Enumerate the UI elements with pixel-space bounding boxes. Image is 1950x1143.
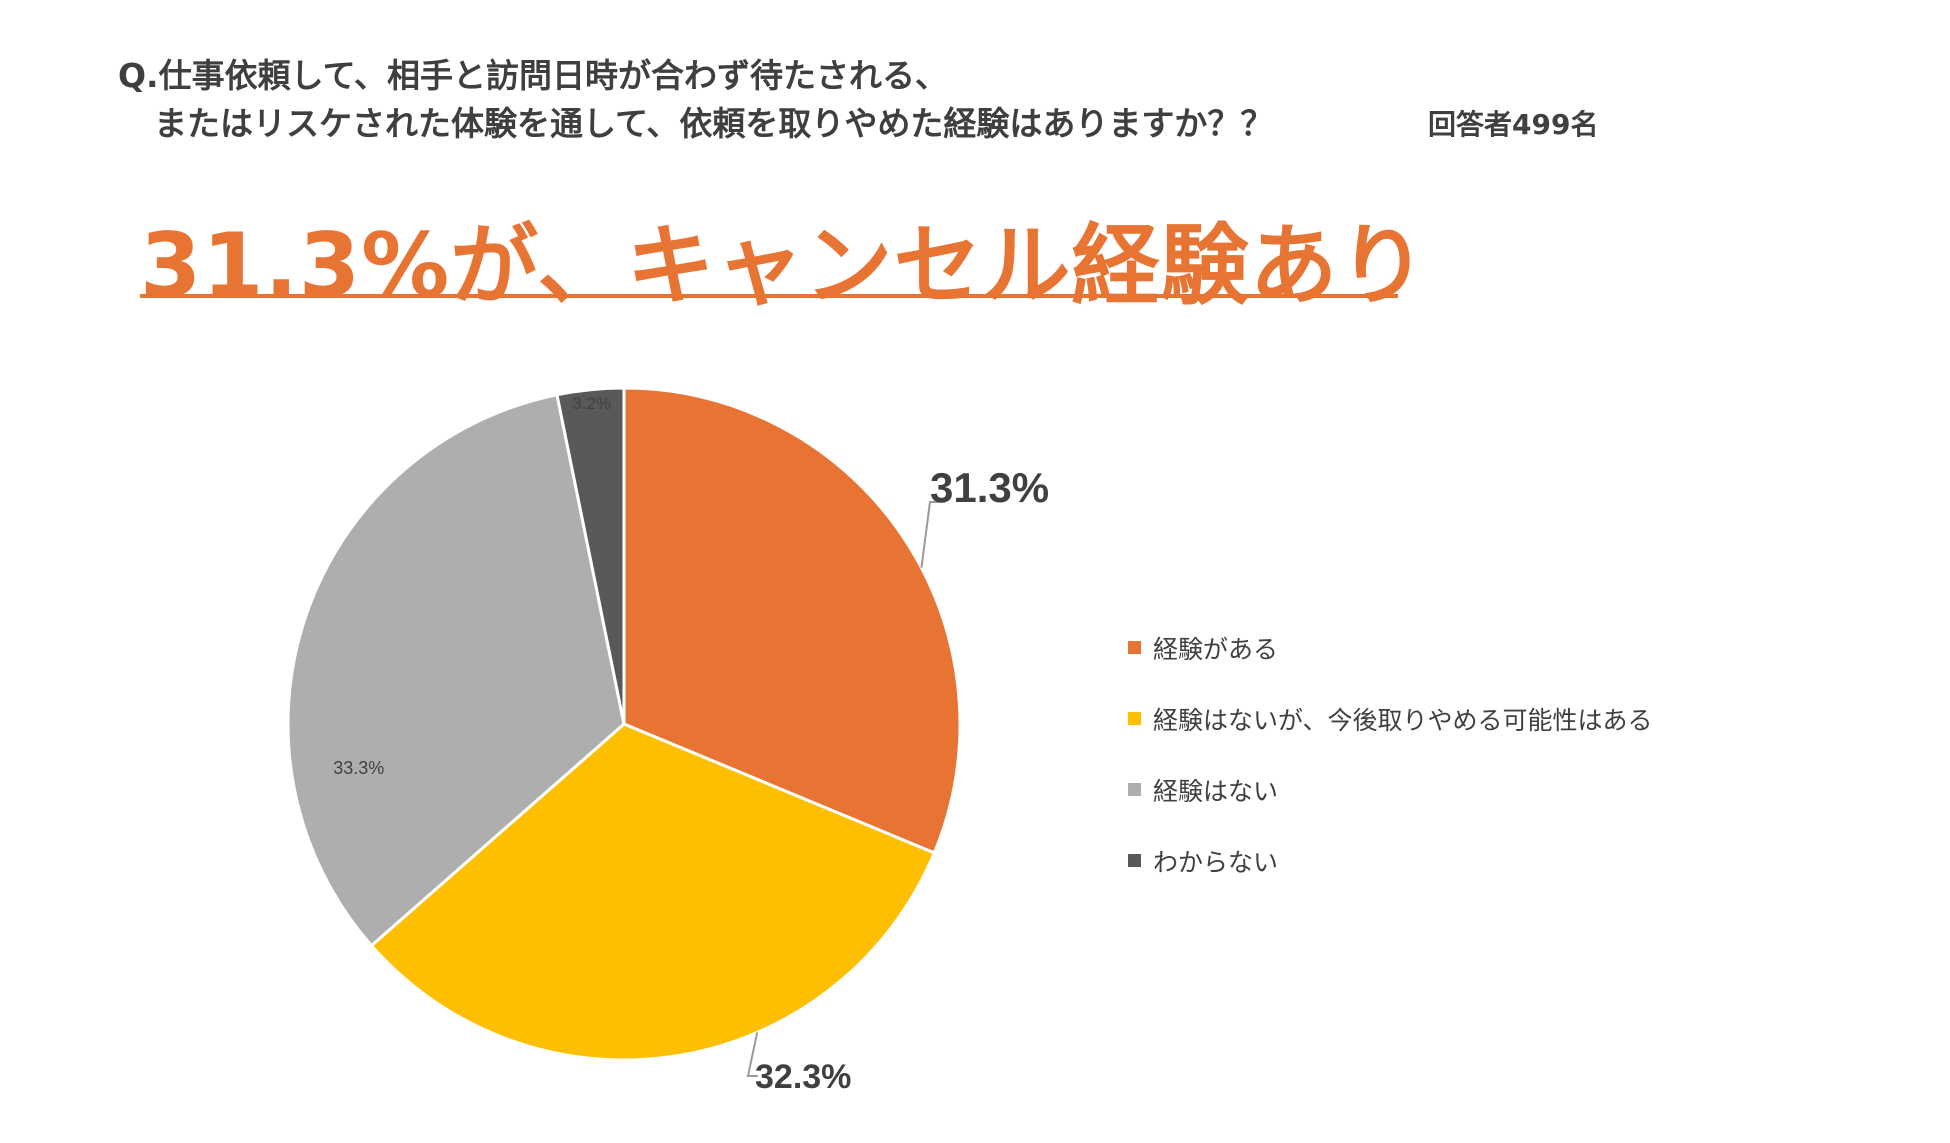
headline-underline — [140, 294, 1398, 298]
legend-swatch — [1128, 712, 1141, 725]
pie-slice-3 — [286, 392, 626, 948]
chart-legend: 経験がある経験はないが、今後取りやめる可能性はある 経験はないわからない — [1128, 612, 1653, 896]
legend-item-4: わからない — [1128, 825, 1653, 896]
question-line-1: Q.仕事依頼して、相手と訪問日時が合わず待たされる、 — [118, 56, 948, 95]
data-label-4: 3.2% — [572, 394, 611, 413]
legend-swatch — [1128, 641, 1141, 654]
question-line-2: またはリスケされた体験を通して、依頼を取りやめた経験はありますか？？ — [154, 104, 1274, 143]
pie-slice-1 — [622, 386, 962, 855]
data-label-2: 32.3% — [755, 1058, 851, 1096]
data-label-1-leader — [920, 501, 945, 568]
pie-slice-4 — [555, 386, 626, 725]
data-label-1: 31.3% — [930, 464, 1049, 511]
legend-label: わからない — [1153, 847, 1279, 877]
pie-slice-2 — [369, 722, 937, 1062]
headline: 31.3%が、キャンセル経験あり — [140, 214, 1428, 317]
legend-label: 経験はないが、今後取りやめる可能性はある — [1153, 705, 1653, 735]
data-label-2-leader — [746, 1032, 759, 1077]
data-label-3: 33.3% — [333, 758, 384, 778]
legend-swatch — [1128, 854, 1141, 867]
legend-swatch — [1128, 783, 1141, 796]
respondent-count: 回答者499名 — [1428, 108, 1599, 141]
legend-label: 経験はない — [1153, 776, 1279, 806]
legend-item-3: 経験はない — [1128, 754, 1653, 825]
legend-item-1: 経験がある — [1128, 612, 1653, 683]
legend-item-2: 経験はないが、今後取りやめる可能性はある — [1128, 683, 1653, 754]
legend-label: 経験がある — [1153, 634, 1279, 664]
question-text: Q.仕事依頼して、相手と訪問日時が合わず待たされる、またはリスケされた体験を通し… — [118, 52, 1273, 148]
